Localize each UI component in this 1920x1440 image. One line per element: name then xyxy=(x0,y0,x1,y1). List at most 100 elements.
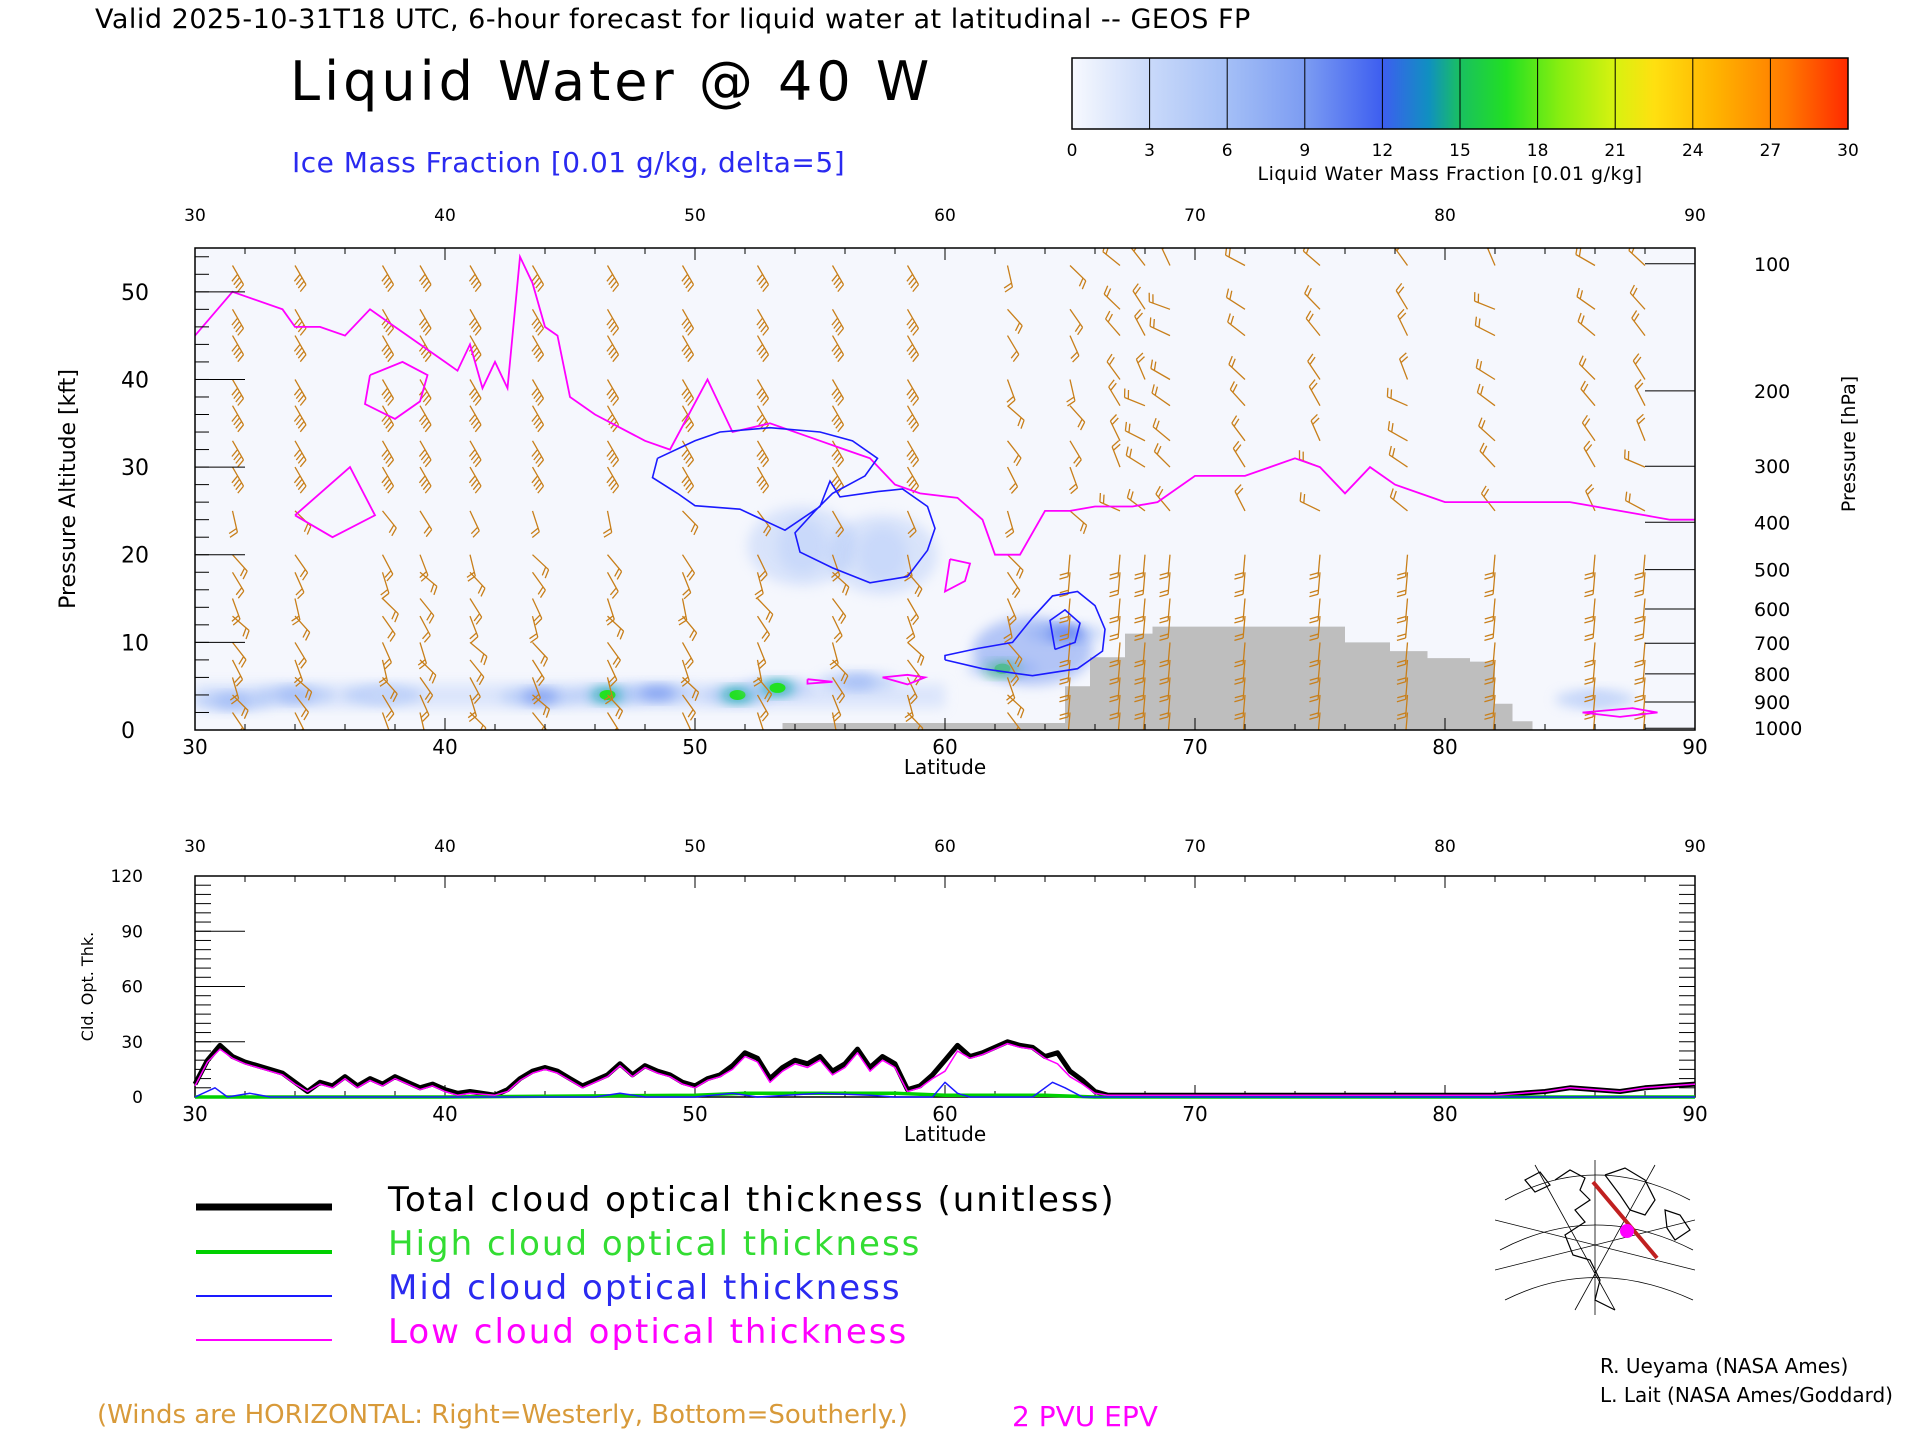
wind-barb xyxy=(468,335,482,363)
wind-barb xyxy=(1396,616,1409,642)
x-tick-label-top: 90 xyxy=(1684,206,1706,226)
x-tick-label-top: 80 xyxy=(1434,837,1456,857)
wind-barb xyxy=(1484,642,1496,668)
wind-barb xyxy=(1069,308,1084,336)
wind-barb xyxy=(1386,387,1408,407)
wind-barb xyxy=(1007,641,1023,668)
wind-barb xyxy=(1634,659,1646,685)
wind-barb xyxy=(1006,335,1020,362)
liquid-water-core xyxy=(777,517,828,574)
wind-barb xyxy=(1632,353,1646,380)
wind-barb xyxy=(1634,642,1646,668)
wind-barb xyxy=(1125,446,1146,468)
x-tick-label: 60 xyxy=(932,735,957,759)
terrain xyxy=(782,626,1533,730)
wind-barb xyxy=(419,659,437,684)
wind-barb xyxy=(1059,572,1071,598)
wind-barb xyxy=(1302,248,1321,266)
wind-barb xyxy=(1134,572,1146,598)
wind-barb xyxy=(418,308,432,336)
wind-barb xyxy=(906,308,920,336)
epv-loop xyxy=(363,360,429,420)
wind-barb xyxy=(1135,352,1146,380)
liquid-water-core xyxy=(639,686,676,700)
wind-barb xyxy=(381,440,395,468)
wind-barb xyxy=(231,335,245,363)
wind-barb xyxy=(294,615,311,641)
wind-barb xyxy=(1134,616,1146,642)
wind-barb xyxy=(231,308,245,336)
wind-barb xyxy=(231,571,245,599)
wind-barb xyxy=(607,615,625,640)
wind-barb xyxy=(1059,677,1071,703)
plot-background xyxy=(195,248,1695,730)
wind-barb xyxy=(1628,248,1646,266)
wind-barb xyxy=(293,379,307,406)
wind-barb xyxy=(469,510,480,538)
y-tick-label: 50 xyxy=(121,281,149,306)
wind-barb xyxy=(681,466,695,494)
wind-barb xyxy=(418,466,432,494)
wind-barb xyxy=(1134,308,1146,336)
wind-barb xyxy=(1634,616,1646,642)
wind-barb xyxy=(419,598,435,624)
wind-barb xyxy=(1109,572,1121,598)
wind-barb xyxy=(1309,598,1321,624)
x-tick-label-top: 40 xyxy=(434,837,456,857)
wind-barb xyxy=(531,440,545,468)
epv-2pvu-line xyxy=(195,253,1695,556)
pressure-tick-label: 400 xyxy=(1754,512,1790,534)
y-tick-label: 30 xyxy=(121,1033,143,1053)
wind-barb xyxy=(1007,694,1025,719)
pressure-tick-label: 600 xyxy=(1754,599,1790,621)
ice-contour xyxy=(1049,608,1081,651)
wind-barb xyxy=(756,466,770,494)
ice-contour xyxy=(944,590,1106,677)
wind-barb xyxy=(1484,659,1496,685)
wind-barb xyxy=(1396,694,1409,720)
wind-barb xyxy=(1624,491,1646,512)
wind-barb xyxy=(231,405,245,433)
wind-barb xyxy=(1159,694,1171,720)
wind-barb xyxy=(380,572,390,600)
epv-loop xyxy=(1582,707,1658,718)
wind-barb xyxy=(1396,572,1409,598)
epv-note: 2 PVU EPV xyxy=(1012,1400,1158,1433)
wind-barb xyxy=(1106,353,1121,380)
pressure-tick-label: 100 xyxy=(1754,254,1790,276)
wind-barb xyxy=(1479,442,1496,468)
wind-barb xyxy=(1388,445,1408,468)
wind-barb xyxy=(1317,712,1321,730)
wind-barb xyxy=(907,641,925,666)
wind-barb xyxy=(293,440,307,468)
wind-barb xyxy=(1007,405,1025,429)
wind-barb xyxy=(1634,677,1646,703)
wind-barb xyxy=(531,335,545,363)
wind-barb xyxy=(1580,380,1596,407)
wind-barb xyxy=(1394,248,1409,266)
wind-barb xyxy=(906,405,920,433)
wind-barb xyxy=(293,308,307,336)
y-tick-label: 40 xyxy=(121,368,149,393)
wind-barb xyxy=(682,676,700,702)
wind-barb xyxy=(756,335,770,363)
wind-barb xyxy=(606,571,619,599)
wind-barb xyxy=(1397,308,1409,336)
x-tick-label-top: 60 xyxy=(934,206,956,226)
pressure-tick-label: 200 xyxy=(1754,381,1790,403)
wind-barb xyxy=(1069,265,1087,290)
wind-barb xyxy=(381,466,395,494)
wind-barb xyxy=(1478,417,1496,442)
wind-barb xyxy=(1232,440,1246,468)
colorbar-tick-label: 0 xyxy=(1066,141,1078,161)
wind-barb xyxy=(1395,283,1409,310)
wind-barb xyxy=(1132,283,1146,310)
wind-barb xyxy=(1307,353,1321,380)
wind-barb xyxy=(1396,677,1409,703)
wind-barb xyxy=(681,694,696,721)
wind-barb xyxy=(1225,288,1246,310)
wind-barb xyxy=(906,598,920,626)
epv-loop xyxy=(882,673,929,686)
wind-barb xyxy=(419,677,434,704)
wind-barb xyxy=(1151,384,1171,407)
